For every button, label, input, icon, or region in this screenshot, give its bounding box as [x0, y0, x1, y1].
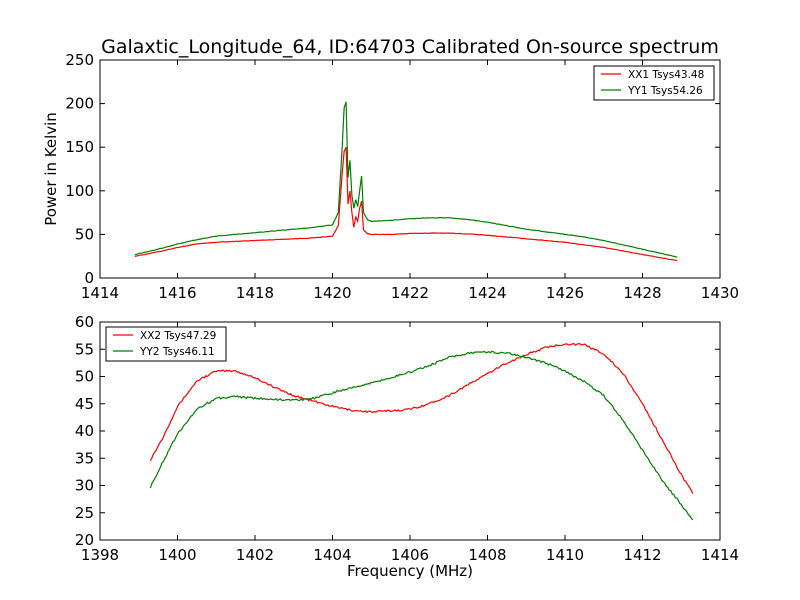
- top-chart: 1414 1416 1418 1420 1422 1424 1426 1428 1430 0 50 1…: [42, 51, 739, 302]
- bottom-y-tick-label: 60: [75, 313, 94, 331]
- bottom-series-line-0: [149, 343, 694, 494]
- top-x-tick-label: 1428: [623, 284, 661, 302]
- top-x-tick-label: 1426: [546, 284, 584, 302]
- top-y-axis-label: Power in Kelvin: [42, 112, 60, 226]
- bottom-legend: XX2 Tsys47.29 YY2 Tsys46.11: [105, 326, 227, 362]
- bottom-legend-label-xx2: XX2 Tsys47.29: [140, 330, 216, 342]
- figure-title: Galaxtic_Longitude_64, ID:64703 Calibrat…: [101, 36, 719, 58]
- bottom-x-tick-label: 1400: [158, 546, 196, 564]
- top-y-tick-label: 250: [65, 51, 94, 69]
- bottom-plot-area: 1398 1400 1402 1404 1406 1408 1410 1412 1414 20 25…: [75, 313, 739, 564]
- bottom-chart: 1398 1400 1402 1404 1406 1408 1410 1412 1414 20 25…: [75, 313, 739, 580]
- bottom-x-tick-label: 1406: [391, 546, 429, 564]
- bottom-x-axis-label: Frequency (MHz): [347, 562, 473, 580]
- bottom-legend-box: [105, 326, 227, 362]
- bottom-y-tick-label: 40: [75, 422, 94, 440]
- bottom-y-tick-label: 25: [75, 504, 94, 522]
- top-x-tick-label: 1424: [468, 284, 506, 302]
- top-y-tick-label: 50: [75, 225, 94, 243]
- top-x-tick-label: 1420: [313, 284, 351, 302]
- top-legend-label-yy1: YY1 Tsys54.26: [627, 85, 703, 97]
- top-x-tick-label: 1416: [158, 284, 196, 302]
- top-y-tick-label: 0: [84, 269, 94, 287]
- bottom-x-tick-label: 1410: [546, 546, 584, 564]
- top-plot-area: 1414 1416 1418 1420 1422 1424 1426 1428 1430 0 50 1…: [65, 51, 739, 302]
- bottom-y-tick-label: 50: [75, 368, 94, 386]
- bottom-y-tick-label: 55: [75, 340, 94, 358]
- bottom-x-tick-label: 1408: [468, 546, 506, 564]
- bottom-series-line-1: [149, 350, 694, 521]
- bottom-y-tick-label: 20: [75, 531, 94, 549]
- top-legend: XX1 Tsys43.48 YY1 Tsys54.26: [593, 65, 715, 101]
- top-y-tick-label: 150: [65, 138, 94, 156]
- bottom-y-tick-label: 45: [75, 395, 94, 413]
- top-x-tick-label: 1418: [236, 284, 274, 302]
- bottom-x-tick-label: 1398: [81, 546, 119, 564]
- bottom-x-tick-label: 1412: [623, 546, 661, 564]
- bottom-x-tick-label: 1414: [701, 546, 739, 564]
- top-legend-box: [593, 65, 715, 101]
- top-y-tick-label: 100: [65, 182, 94, 200]
- bottom-legend-label-yy2: YY2 Tsys46.11: [139, 346, 215, 358]
- top-legend-label-xx1: XX1 Tsys43.48: [628, 69, 704, 81]
- top-x-tick-label: 1414: [81, 284, 119, 302]
- bottom-x-tick-label: 1402: [236, 546, 274, 564]
- bottom-axis-labels: Frequency (MHz): [347, 562, 473, 580]
- bottom-x-tick-label: 1404: [313, 546, 351, 564]
- top-series-line-0: [134, 146, 678, 262]
- top-series-line-1: [134, 101, 678, 258]
- top-x-tick-label: 1422: [391, 284, 429, 302]
- bottom-y-tick-label: 30: [75, 477, 94, 495]
- bottom-y-tick-label: 35: [75, 449, 94, 467]
- top-x-tick-label: 1430: [701, 284, 739, 302]
- top-y-tick-label: 200: [65, 95, 94, 113]
- top-axis-labels: Power in Kelvin: [42, 112, 60, 226]
